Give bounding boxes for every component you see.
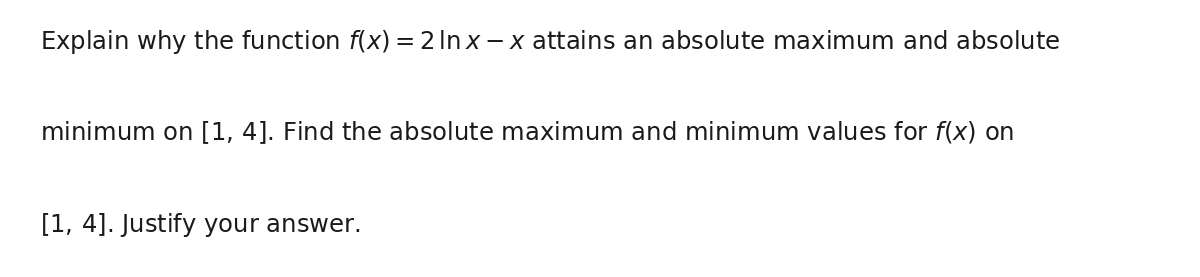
Text: minimum on $[1,\,4]$. Find the absolute maximum and minimum values for $f(x)$ on: minimum on $[1,\,4]$. Find the absolute … bbox=[40, 119, 1014, 146]
Text: Explain why the function $f(x) = 2\,\mathrm{ln}\,x - x$ attains an absolute maxi: Explain why the function $f(x) = 2\,\mat… bbox=[40, 28, 1060, 56]
Text: $[1,\,4]$. Justify your answer.: $[1,\,4]$. Justify your answer. bbox=[40, 211, 360, 238]
